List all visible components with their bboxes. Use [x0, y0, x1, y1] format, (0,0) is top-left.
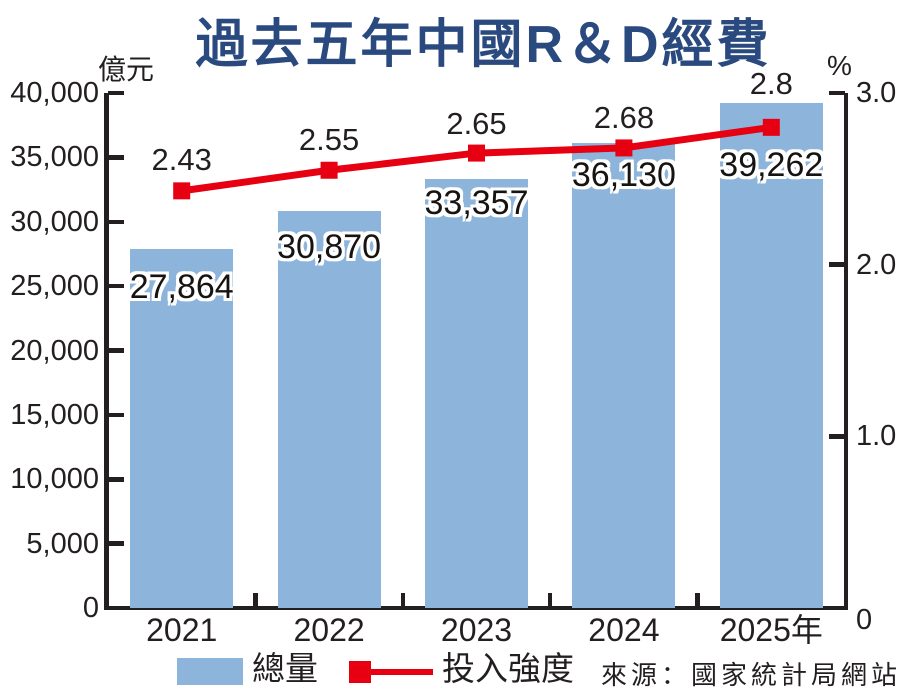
left-axis-tick-label: 40,000 — [10, 77, 99, 109]
bar-2024 — [572, 142, 676, 608]
x-axis-tick — [253, 593, 258, 608]
left-axis-tick — [108, 477, 124, 482]
left-axis-tick-label: 15,000 — [10, 398, 99, 431]
x-axis-label: 2024 — [588, 612, 660, 648]
line-value-label: 2.43 — [151, 141, 212, 177]
right-axis-tick-label: 3.0 — [856, 77, 897, 109]
right-axis-tick-label: 1.0 — [856, 420, 897, 453]
line-value-label: 2.65 — [446, 106, 507, 142]
left-axis-tick-label: 20,000 — [10, 334, 99, 367]
right-axis-tick — [829, 90, 845, 96]
legend-bar-swatch — [177, 658, 243, 685]
left-axis-tick-label: 5,000 — [26, 527, 99, 560]
x-axis-tick — [695, 593, 700, 608]
left-axis-tick-label: 35,000 — [10, 141, 99, 174]
left-axis-unit-label: 億元 — [98, 54, 155, 85]
line-value-label: 2.8 — [749, 66, 793, 102]
left-axis-tick-label: 30,000 — [10, 205, 99, 238]
line-value-label: 2.68 — [593, 99, 655, 135]
x-axis-tick — [547, 593, 553, 608]
bar-2023 — [425, 178, 528, 608]
left-axis-tick-label: 0 — [82, 592, 99, 624]
legend-bar-label: 總量 — [252, 650, 318, 687]
bar-value-label: 30,870 — [277, 227, 382, 266]
source-note: 來源：國家統計局網站 — [601, 661, 902, 690]
x-axis-label: 2021 — [146, 612, 218, 648]
right-axis-tick — [829, 434, 845, 439]
line-marker — [468, 144, 485, 162]
bar-2022 — [277, 210, 381, 608]
x-axis-label: 2022 — [293, 612, 365, 648]
left-axis-tick — [108, 283, 124, 289]
bar-value-label: 39,262 — [719, 145, 824, 184]
right-axis-tick — [829, 262, 845, 267]
right-axis-tick-label: 0 — [856, 604, 873, 636]
chart-title: 過去五年中國R＆D經費 — [195, 16, 772, 74]
x-axis-label: 2025年 — [719, 612, 823, 648]
bar-value-label: 36,130 — [571, 155, 676, 194]
left-axis-tick-label: 10,000 — [10, 463, 99, 496]
bar-value-label: 33,357 — [424, 183, 529, 222]
bar-value-label: 27,864 — [129, 268, 234, 307]
left-axis-line — [104, 93, 109, 610]
legend-line-marker-square — [349, 661, 371, 683]
right-axis-tick-label: 2.0 — [856, 248, 897, 281]
left-axis-tick — [108, 219, 124, 224]
x-axis-label: 2023 — [440, 612, 513, 648]
right-axis-line — [843, 93, 848, 610]
left-axis-tick — [108, 541, 124, 546]
right-axis-unit-label: % — [827, 50, 852, 81]
left-axis-tick — [108, 155, 124, 160]
line-marker — [320, 161, 338, 179]
legend-line-label: 投入強度 — [442, 650, 574, 687]
left-axis-tick — [108, 90, 124, 96]
line-marker — [173, 182, 191, 200]
bar-2021 — [130, 249, 234, 608]
left-axis-tick — [108, 348, 124, 353]
legend-line-marker-line — [352, 669, 433, 675]
x-axis-tick — [400, 593, 406, 608]
left-axis-tick-label: 25,000 — [10, 270, 99, 303]
left-axis-tick — [108, 412, 124, 418]
line-value-label: 2.55 — [298, 122, 360, 158]
